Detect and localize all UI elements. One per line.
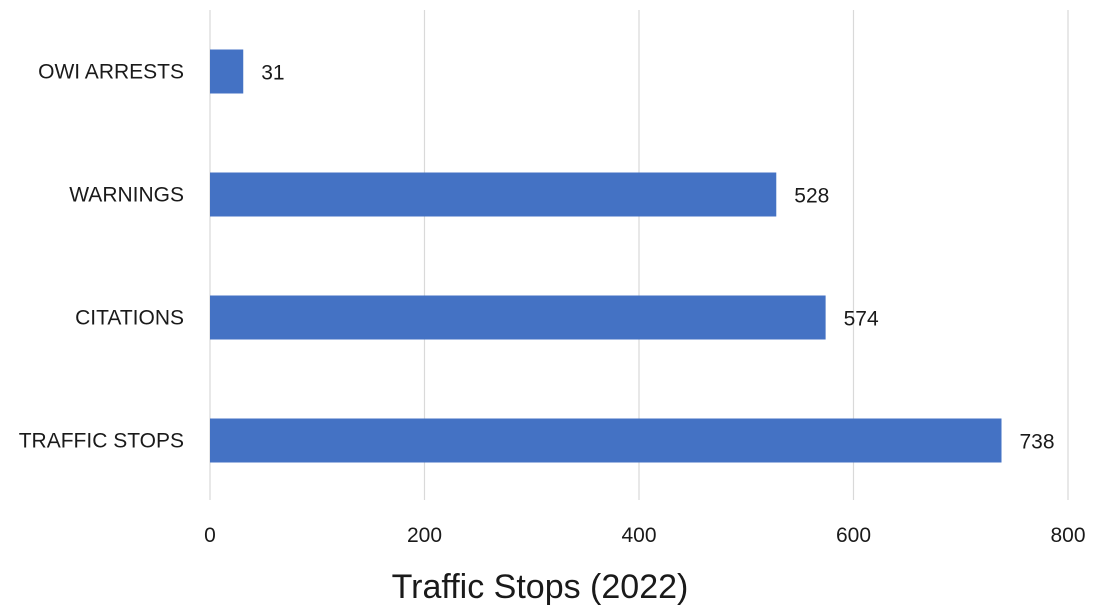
x-tick-label: 400 bbox=[621, 524, 656, 547]
category-label: CITATIONS bbox=[75, 307, 184, 330]
category-label: OWI ARRESTS bbox=[38, 61, 184, 84]
category-labels: OWI ARRESTS WARNINGS CITATIONS TRAFFIC STOP… bbox=[19, 61, 184, 453]
data-labels: 31 528 574 738 bbox=[261, 62, 1054, 454]
category-label: TRAFFIC STOPS bbox=[19, 430, 184, 453]
x-tick-label: 200 bbox=[407, 524, 442, 547]
data-label: 31 bbox=[261, 62, 284, 85]
gridlines bbox=[209, 10, 1069, 500]
category-label: WARNINGS bbox=[69, 184, 184, 207]
x-axis-title: Traffic Stops (2022) bbox=[392, 568, 689, 606]
bar-citations bbox=[210, 295, 826, 340]
data-label: 528 bbox=[794, 185, 829, 208]
data-label: 574 bbox=[844, 308, 879, 331]
x-tick-label: 0 bbox=[204, 524, 216, 547]
x-tick-labels: 0 200 400 600 800 bbox=[204, 524, 1085, 547]
bar-warnings bbox=[210, 172, 777, 217]
bars bbox=[210, 49, 1002, 463]
x-tick-label: 600 bbox=[836, 524, 871, 547]
bar-traffic-stops bbox=[210, 418, 1002, 463]
x-tick-label: 800 bbox=[1050, 524, 1085, 547]
bar-owi-arrests bbox=[210, 49, 244, 94]
data-label: 738 bbox=[1020, 431, 1055, 454]
